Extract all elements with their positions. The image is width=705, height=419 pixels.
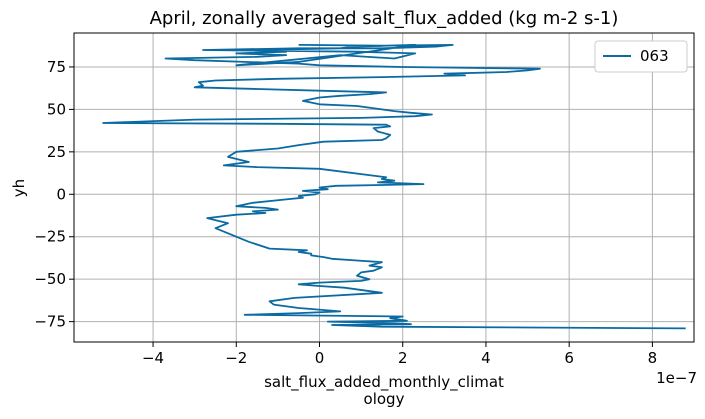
x-tick-label: −4 [142, 349, 164, 367]
axes-ticks: −4 −2 0 2 4 6 8 −75 −50 −25 0 25 50 75 [34, 58, 657, 367]
legend-box [594, 40, 688, 73]
y-tick-label: −50 [34, 270, 66, 288]
plot-frame [73, 32, 695, 343]
y-tick-label: 50 [47, 100, 66, 118]
x-axis-offset-text: 1e−7 [656, 369, 697, 387]
x-tick-label: 2 [398, 349, 408, 367]
x-axis-label: salt_flux_added_monthly_climat [264, 373, 504, 392]
legend: 063 [594, 40, 688, 73]
x-tick-label: 4 [481, 349, 491, 367]
x-tick-label: 6 [564, 349, 574, 367]
x-tick-label: −2 [225, 349, 247, 367]
y-tick-label: 25 [47, 143, 66, 161]
y-tick-label: −25 [34, 228, 66, 246]
y-tick-label: 0 [56, 185, 66, 203]
legend-label: 063 [640, 47, 669, 65]
y-axis-label: yh [10, 179, 28, 197]
x-axis-label-continuation: ology [364, 390, 405, 408]
y-tick-label: −75 [34, 313, 66, 331]
plot-area [102, 44, 686, 330]
x-tick-label: 8 [648, 349, 658, 367]
x-tick-label: 0 [315, 349, 325, 367]
chart-title: April, zonally averaged salt_flux_added … [150, 8, 619, 29]
y-tick-label: 75 [47, 58, 66, 76]
series-line-063 [102, 44, 686, 330]
